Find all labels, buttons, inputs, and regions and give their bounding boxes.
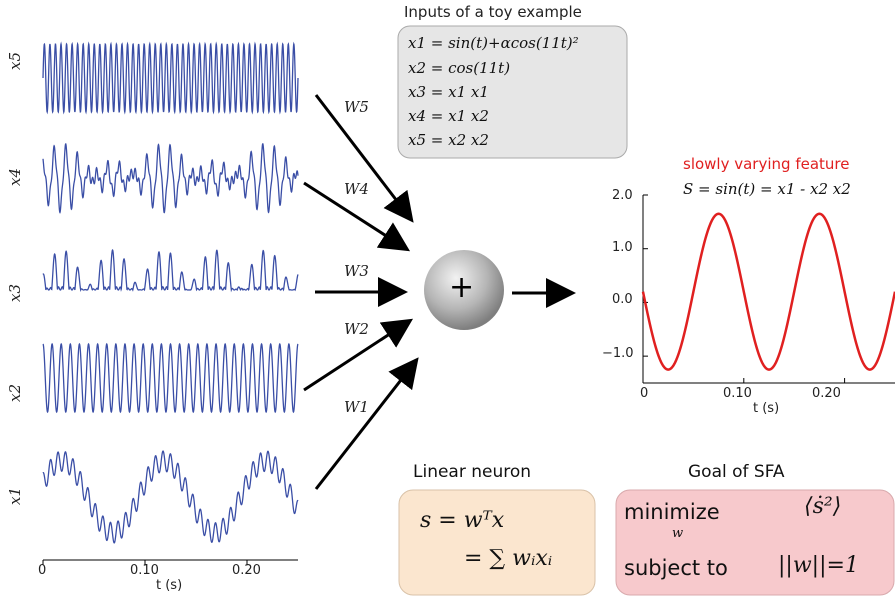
left-time-axis xyxy=(42,559,298,565)
signal-label-x1: x1 xyxy=(6,486,24,505)
signal-label-x3: x3 xyxy=(6,283,24,302)
weight-label-w3: W3 xyxy=(344,262,369,280)
arrow-w4 xyxy=(303,181,411,252)
signal-label-x5: x5 xyxy=(6,51,24,70)
signal-label-x4: x4 xyxy=(6,167,24,186)
inputs-box xyxy=(397,25,628,159)
left-tick-020: 0.20 xyxy=(232,563,261,578)
inputs-equations: x1 = sin(t)+αcos(11t)² x2 = cos(11t) x3 … xyxy=(398,28,627,158)
arrow-w1 xyxy=(314,357,419,490)
x-tick-020: 0.20 xyxy=(812,386,841,401)
y-tick-0: 0.0 xyxy=(612,292,633,307)
goal-constraint: ||w||=1 xyxy=(778,553,859,578)
output-title: slowly varying feature xyxy=(683,155,850,173)
left-tick-010: 0.10 xyxy=(130,563,159,578)
goal-minimize-sub: w xyxy=(672,526,684,541)
y-tick-neg1: −1.0 xyxy=(602,346,634,361)
weight-label-w5: W5 xyxy=(344,98,369,116)
goal-box xyxy=(615,489,895,596)
x-tick-010: 0.10 xyxy=(723,386,752,401)
arrow-w5 xyxy=(314,94,414,223)
goal-minimize: minimize xyxy=(624,500,720,524)
arrow-w2 xyxy=(303,318,414,392)
linear-neuron-box xyxy=(398,489,596,596)
left-tick-0: 0 xyxy=(38,563,47,578)
weight-label-w4: W4 xyxy=(344,180,369,198)
weight-label-w2: W2 xyxy=(344,320,369,338)
x-tick-0: 0 xyxy=(640,386,649,401)
inputs-title: Inputs of a toy example xyxy=(404,3,582,21)
left-xlabel: t (s) xyxy=(156,578,183,593)
sum-symbol: + xyxy=(449,270,475,305)
output-series-line xyxy=(641,212,895,371)
x-axis-label: t (s) xyxy=(753,401,780,416)
linear-neuron-line1: s = wᵀx xyxy=(420,508,505,533)
sum-node xyxy=(424,250,504,330)
input-signals xyxy=(42,41,299,544)
weight-arrows xyxy=(303,94,576,490)
signal-trace-x1 xyxy=(42,450,299,544)
weight-label-w1: W1 xyxy=(344,398,369,416)
signal-label-x2: x2 xyxy=(6,383,24,402)
linear-neuron-line2: = ∑ wᵢxᵢ xyxy=(464,546,553,571)
linear-neuron-title: Linear neuron xyxy=(413,462,532,482)
equation-x4: x4 = x1 x2 xyxy=(408,107,489,125)
equation-x3: x3 = x1 x1 xyxy=(408,83,489,101)
equation-x2: x2 = cos(11t) xyxy=(408,59,511,77)
output-equation: S = sin(t) = x1 - x2 x2 xyxy=(683,180,851,198)
y-tick-2: 2.0 xyxy=(612,188,633,203)
goal-objective: ⟨ṡ²⟩ xyxy=(804,494,842,519)
goal-subject-to: subject to xyxy=(624,556,728,580)
equation-x1: x1 = sin(t)+αcos(11t)² xyxy=(408,34,579,52)
signal-trace-x4 xyxy=(42,143,299,214)
signal-trace-x2 xyxy=(42,342,299,414)
sum-node-icon xyxy=(424,250,504,330)
goal-title: Goal of SFA xyxy=(688,462,785,482)
output-chart xyxy=(641,194,895,384)
y-tick-1: 1.0 xyxy=(612,240,633,255)
signal-trace-x5 xyxy=(42,41,299,115)
equation-x5: x5 = x2 x2 xyxy=(408,131,489,149)
signal-trace-x3 xyxy=(42,248,299,293)
